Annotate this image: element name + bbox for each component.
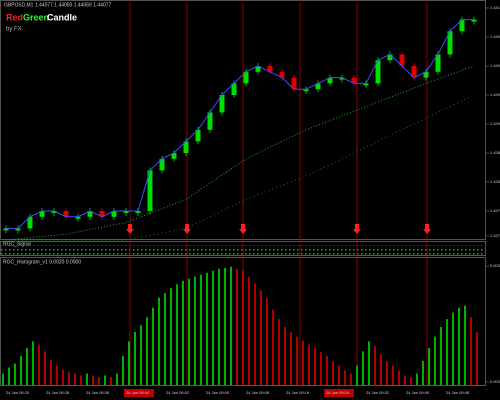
candle: [39, 211, 45, 217]
candle: [171, 153, 177, 159]
candle: [435, 54, 441, 72]
candle: [339, 77, 345, 80]
time-label: 24 Jan 09:00: [206, 390, 230, 395]
histogram-label: RGC_Histogram_v1 0.0020 0.0000: [3, 259, 81, 265]
separators: [129, 2, 428, 385]
time-label: 24 Jan 09:32: [366, 390, 390, 395]
histogram-tick-label: 0.0030: [490, 263, 500, 268]
time-highlight: [324, 389, 354, 397]
time-label: 24 Jan 08:28: [46, 390, 70, 395]
time-label: 24 Jan 09:16: [286, 390, 310, 395]
close-line: [6, 19, 474, 229]
candle: [27, 216, 33, 229]
candle: [243, 71, 249, 84]
time-label: 24 Jan 09:24: [326, 390, 350, 395]
candle: [135, 211, 141, 213]
price-label: 1.44100: [490, 5, 500, 10]
moving-average: [5, 65, 475, 241]
time-label: 24 Jan 08:36: [86, 390, 110, 395]
time-label: 24 Jan 08:20: [6, 390, 30, 395]
time-label: 24 Jan 08:52: [166, 390, 190, 395]
candle: [231, 83, 237, 95]
candle: [99, 211, 105, 217]
candle: [219, 95, 225, 113]
price-label: 1.43700: [490, 233, 500, 238]
candle: [291, 77, 297, 90]
symbol-info: GBPUSD,M1 1.44077 1.44083 1.44069 1.4407…: [4, 2, 112, 8]
candle: [303, 89, 309, 92]
candle: [111, 211, 117, 217]
time-highlight: [124, 389, 154, 397]
candle: [459, 19, 465, 32]
candle: [15, 228, 21, 231]
price-label: 1.43850: [490, 150, 500, 155]
candle: [327, 77, 333, 84]
candle: [123, 211, 129, 213]
time-label: 24 Jan 09:40: [406, 390, 430, 395]
candle: [159, 158, 165, 171]
time-label: 24 Jan 08:44: [126, 390, 150, 395]
candle: [363, 83, 369, 86]
title-red: Red: [6, 12, 23, 22]
candle: [279, 71, 285, 78]
candle: [63, 211, 69, 217]
time-label: 24 Jan 09:08: [246, 390, 270, 395]
indicator-label: RGC_Signal: [3, 241, 31, 247]
price-label: 1.43950: [490, 92, 500, 97]
candle: [147, 170, 153, 211]
price-label: 1.44000: [490, 63, 500, 68]
candle: [195, 129, 201, 142]
author: by FX: [6, 27, 22, 33]
candle: [411, 66, 417, 78]
candle: [51, 211, 57, 213]
candle: [447, 31, 453, 55]
candle: [87, 211, 93, 217]
arrow: [126, 224, 134, 234]
candle: [375, 60, 381, 84]
candle: [75, 216, 81, 219]
histogram-tick-label: 0.0000: [490, 379, 500, 384]
moving-average: [6, 94, 475, 241]
arrow: [353, 224, 361, 234]
candle: [255, 66, 261, 72]
arrow: [423, 224, 431, 234]
candle: [399, 54, 405, 66]
candle: [267, 66, 273, 72]
candle: [387, 54, 393, 61]
candle: [315, 83, 321, 90]
time-label: 24 Jan 09:48: [446, 390, 470, 395]
candle: [351, 77, 357, 84]
candle: [207, 112, 213, 130]
candle: [3, 228, 9, 231]
price-label: 1.43750: [490, 208, 500, 213]
price-label: 1.43800: [490, 179, 500, 184]
candle: [471, 19, 477, 22]
arrow: [239, 224, 247, 234]
candle: [423, 71, 429, 78]
candle: [183, 141, 189, 153]
price-label: 1.44050: [490, 34, 500, 39]
price-label: 1.43900: [490, 121, 500, 126]
title-rest: Candle: [47, 12, 77, 22]
title-green: Green: [23, 12, 49, 22]
